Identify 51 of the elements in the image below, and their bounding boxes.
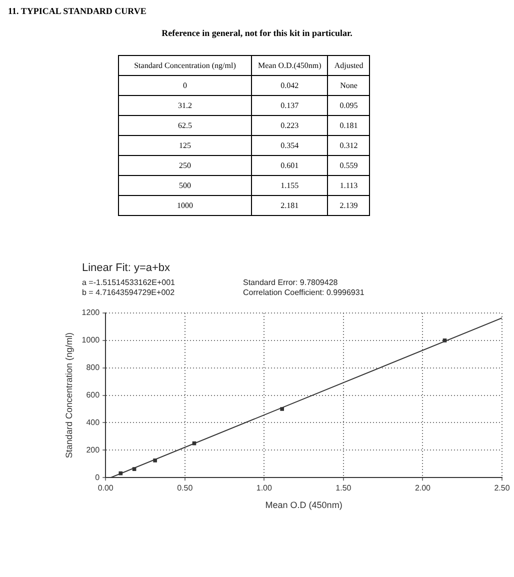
x-axis-title: Mean O.D (450nm) [265,500,342,510]
text: Linear Fit: y=a+bx [82,262,170,274]
text: 500 [118,176,252,196]
text: 31.2 [118,96,252,116]
x-tick-label: 2.00 [414,484,432,493]
text: 0.601 [252,156,328,176]
text: 0.559 [328,156,370,176]
text: 0.042 [252,76,328,96]
text: Standard Concentration (ng/ml) [118,56,252,76]
text: Mean O.D.(450nm) [252,56,328,76]
text: 125 [118,136,252,156]
x-tick-label: 2.50 [494,484,510,493]
text: 250 [118,156,252,176]
text: 0.137 [252,96,328,116]
text: 0.095 [328,96,370,116]
text: b = 4.71643594729E+002 [82,288,175,297]
y-tick-label: 200 [86,445,100,454]
text: 62.5 [118,116,252,136]
y-tick-label: 800 [86,363,100,372]
y-axis-title: Standard Concentration (ng/ml) [64,332,74,458]
text: 1.113 [328,176,370,196]
text: 2.139 [328,196,370,216]
y-tick-label: 0 [95,472,100,482]
y-tick-label: 1200 [82,308,100,318]
x-tick-label: 1.50 [336,484,352,493]
text: 0 [118,76,252,96]
x-tick-label: 0.00 [98,484,114,493]
chart-title: 11. TYPICAL STANDARD CURVE [8,6,146,16]
text: 0.181 [328,116,370,136]
y-tick-label: 600 [86,390,100,400]
text: 0.312 [328,136,370,156]
text: Standard Error: 9.7809428 [243,278,338,287]
point [118,471,123,476]
text: a =-1.51514533162E+001 [82,278,175,287]
text: 2.181 [252,196,328,216]
chart-subtitle: Reference in general, not for this kit in particular. [160,28,354,38]
text: 0.223 [252,116,328,136]
y-tick-label: 400 [86,418,100,427]
text: Correlation Coefficient: 0.9996931 [243,288,364,297]
text: None [328,76,370,96]
point [442,338,447,342]
text: 0.354 [252,136,328,156]
text: 1.155 [252,176,328,196]
x-tick-label: 0.50 [177,484,194,493]
text: Adjusted [328,56,370,76]
point [153,458,157,462]
text: 1000 [118,196,252,216]
x-tick-label: 1.00 [256,484,272,493]
point [132,467,136,471]
y-tick-label: 1000 [82,336,100,345]
point [280,407,284,411]
